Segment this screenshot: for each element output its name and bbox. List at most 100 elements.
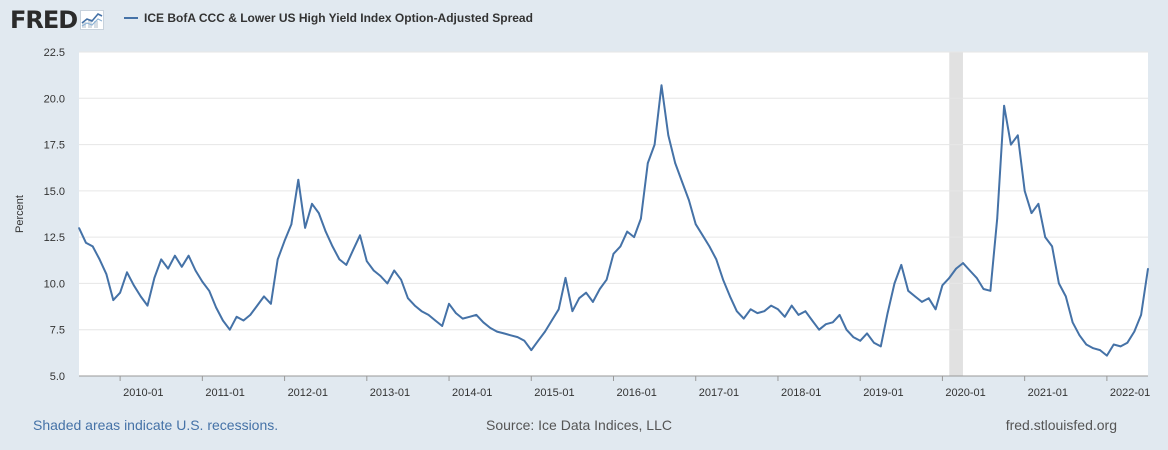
data-point	[187, 254, 190, 257]
data-point	[119, 291, 121, 294]
data-point	[948, 277, 951, 279]
data-point	[749, 308, 752, 311]
x-tick-label: 2013-01	[370, 387, 410, 399]
y-tick-label: 22.5	[44, 47, 65, 59]
data-point	[1037, 203, 1040, 205]
data-point	[955, 267, 957, 270]
series-layer	[78, 84, 1149, 357]
data-point	[338, 258, 341, 261]
data-point	[989, 290, 992, 292]
x-tick-label: 2018-01	[781, 387, 821, 399]
data-point	[468, 315, 471, 318]
data-point	[859, 340, 861, 342]
data-point	[838, 314, 841, 316]
data-point	[215, 306, 217, 309]
fred-logo[interactable]: FRED	[10, 6, 105, 34]
y-tick-label: 17.5	[44, 140, 65, 152]
data-point	[681, 180, 683, 183]
x-tick-label: 2014-01	[452, 387, 492, 399]
data-point	[969, 269, 971, 272]
data-point	[612, 253, 615, 255]
data-point	[914, 295, 916, 298]
data-point	[900, 264, 903, 266]
data-point	[845, 328, 848, 331]
data-point	[434, 319, 437, 322]
plot-area	[79, 52, 1148, 376]
y-tick-label: 20.0	[44, 93, 65, 105]
data-point	[688, 199, 690, 201]
data-point	[235, 315, 238, 318]
data-point	[311, 203, 313, 205]
data-point	[1023, 190, 1026, 192]
data-point	[640, 217, 642, 220]
data-point	[982, 288, 985, 290]
data-point	[441, 325, 443, 327]
data-point	[975, 277, 978, 279]
data-point	[455, 312, 457, 314]
site-link[interactable]: fred.stlouisfed.org	[1005, 417, 1117, 433]
data-point	[605, 278, 608, 281]
data-point	[1099, 349, 1101, 351]
y-tick-label: 7.5	[50, 325, 65, 337]
data-point	[222, 319, 224, 322]
data-point	[509, 334, 512, 337]
data-point	[331, 245, 334, 248]
data-point	[886, 312, 889, 314]
data-point	[1140, 314, 1142, 316]
line-chart[interactable]: 5.07.510.012.515.017.520.022.5 2010-01 20…	[0, 36, 1168, 406]
data-point	[345, 264, 348, 266]
data-point	[571, 310, 574, 313]
y-axis-title: Percent	[14, 195, 26, 233]
data-point	[297, 178, 300, 181]
x-tick-label: 2020-01	[945, 387, 985, 399]
data-point	[790, 304, 793, 307]
data-point	[1003, 104, 1005, 107]
data-point	[393, 269, 396, 272]
data-point	[283, 240, 286, 242]
data-point	[242, 319, 245, 322]
data-point	[496, 330, 498, 333]
data-point	[729, 295, 731, 298]
data-point	[427, 314, 430, 316]
data-point	[598, 288, 601, 290]
data-point	[256, 304, 258, 307]
data-point	[551, 319, 553, 322]
data-point	[516, 336, 519, 338]
x-tick-label: 2021-01	[1028, 387, 1068, 399]
data-point	[290, 223, 293, 225]
y-tick-label: 5.0	[50, 371, 65, 383]
data-point	[879, 345, 882, 348]
data-point	[831, 321, 834, 324]
data-point	[407, 297, 409, 300]
data-point	[1133, 330, 1136, 333]
data-point	[537, 340, 539, 342]
data-point	[153, 277, 156, 279]
data-point	[564, 277, 567, 279]
data-point	[585, 291, 587, 294]
data-point	[85, 241, 87, 244]
data-point	[263, 295, 265, 298]
data-point	[763, 310, 766, 313]
data-point	[818, 328, 820, 331]
data-point	[742, 317, 745, 320]
x-tick-label: 2016-01	[617, 387, 657, 399]
data-point	[372, 269, 375, 272]
data-point	[722, 278, 724, 281]
x-tick-label: 2010-01	[123, 387, 163, 399]
data-point	[941, 284, 944, 287]
data-point	[653, 143, 656, 146]
data-point	[352, 249, 354, 251]
data-point	[420, 310, 423, 313]
data-point	[386, 282, 389, 285]
data-point	[701, 234, 704, 237]
data-point	[133, 284, 135, 287]
data-point	[413, 304, 416, 307]
data-point	[174, 254, 176, 257]
data-point	[797, 314, 800, 316]
trend-chart-icon	[80, 10, 105, 30]
data-point	[304, 227, 306, 229]
data-point	[1126, 341, 1129, 344]
y-axis: 5.0 7.5 10.0 12.5 15.0 17.5 20.0 22.5	[44, 47, 65, 383]
data-point	[1147, 267, 1149, 270]
chart-legend: ICE BofA CCC & Lower US High Yield Index…	[124, 11, 533, 25]
